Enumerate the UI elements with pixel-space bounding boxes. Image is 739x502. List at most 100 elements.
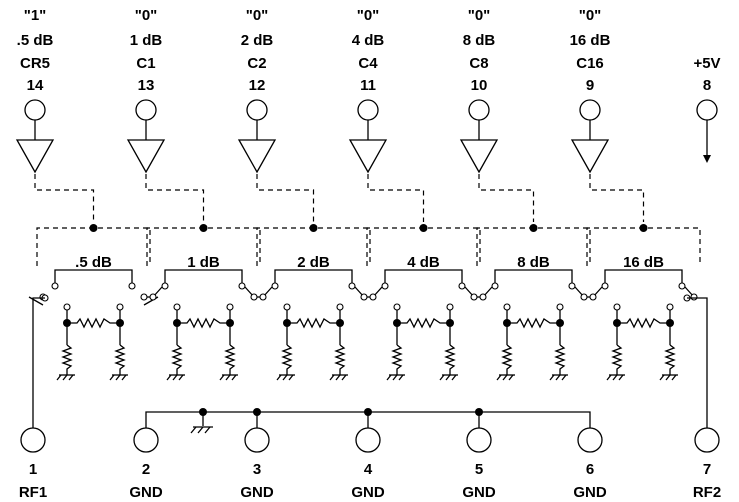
contact — [336, 303, 344, 311]
pin-name: RF2 — [693, 484, 721, 501]
stage-label: 1 dB — [187, 254, 220, 271]
control-path — [459, 99, 535, 222]
shunt-resistor — [554, 344, 566, 375]
attenuator-stage: 1 dB — [146, 224, 261, 381]
pin-number: 3 — [253, 461, 261, 478]
shunt-resistor — [664, 344, 676, 375]
contact — [503, 303, 511, 311]
attenuation-label: 16 dB — [570, 32, 611, 49]
shunt-resistor — [281, 344, 293, 375]
contact — [63, 303, 71, 311]
pin-circle — [694, 427, 720, 453]
contact — [666, 303, 674, 311]
rf-lines — [32, 297, 708, 428]
contact — [491, 282, 499, 290]
pin-circle — [579, 99, 601, 121]
ground-symbol-icon — [219, 374, 238, 381]
contact — [226, 303, 234, 311]
junction-dot — [199, 224, 208, 232]
contact — [161, 282, 169, 290]
stage-label: 8 dB — [517, 254, 550, 271]
supply-pin — [696, 99, 718, 163]
contact — [369, 293, 377, 301]
buffer-icon — [15, 139, 55, 174]
series-resistor — [397, 317, 450, 329]
rf2-wire — [687, 297, 708, 428]
pin-circle — [357, 99, 379, 121]
control-label-pin9: "0" 16 dB C16 9 — [570, 7, 611, 94]
contact — [601, 282, 609, 290]
control-lines — [15, 99, 645, 222]
attenuation-label: 4 dB — [352, 32, 385, 49]
pin-number: 5 — [475, 461, 483, 478]
state-label: "0" — [246, 7, 269, 24]
pin-number: 7 — [703, 461, 711, 478]
pin-1-rf1: 1 RF1 — [19, 427, 47, 501]
pin-number: 8 — [703, 77, 711, 94]
contact — [283, 303, 291, 311]
contact — [479, 293, 487, 301]
rf1-wire — [32, 297, 45, 428]
signal-label: C8 — [469, 55, 488, 72]
attenuator-stage: .5 dB — [28, 224, 159, 381]
attenuator-stage: 16 dB — [586, 224, 701, 381]
pin-circle — [577, 427, 603, 453]
stage-label: 16 dB — [623, 254, 664, 271]
contact — [393, 303, 401, 311]
ground-symbol-icon — [109, 374, 128, 381]
pin-number: 11 — [360, 77, 376, 94]
state-label: "0" — [357, 7, 380, 24]
contact — [173, 303, 181, 311]
control-label-pin13: "0" 1 dB C1 13 — [130, 7, 163, 94]
control-dashed-line — [367, 174, 425, 222]
contact — [116, 303, 124, 311]
signal-label: C1 — [136, 55, 155, 72]
pin-circle — [20, 427, 46, 453]
pin-circle — [133, 427, 159, 453]
pin-name: GND — [462, 484, 496, 501]
control-dashed-line — [589, 174, 645, 222]
control-label-pin12: "0" 2 dB C2 12 — [241, 7, 274, 94]
contact — [589, 293, 597, 301]
pin-number: 1 — [29, 461, 37, 478]
control-labels: "1" .5 dB CR5 14 "0" 1 dB C1 13 "0" 2 dB… — [17, 7, 721, 94]
pin-2-gnd: 2 GND — [129, 427, 163, 501]
through-path — [54, 269, 133, 283]
pin-number: 12 — [249, 77, 266, 94]
contact — [140, 293, 148, 301]
ground-symbol-icon — [439, 374, 458, 381]
series-resistor — [177, 317, 230, 329]
pin-name: GND — [240, 484, 274, 501]
junction-dot — [89, 224, 98, 232]
pin-number: 13 — [138, 77, 155, 94]
stage-label: .5 dB — [75, 254, 112, 271]
control-dashed-line — [478, 174, 535, 222]
pin-circle — [355, 427, 381, 453]
pin-number: 2 — [142, 461, 150, 478]
pin-number: 9 — [586, 77, 594, 94]
pin-number: 4 — [364, 461, 373, 478]
ground-symbol-icon — [549, 374, 568, 381]
pin-name: GND — [573, 484, 607, 501]
pin-circle — [468, 99, 490, 121]
shunt-resistor — [391, 344, 403, 375]
contact — [348, 282, 356, 290]
pin-5-gnd: 5 GND — [462, 427, 496, 501]
control-label-pin14: "1" .5 dB CR5 14 — [17, 7, 54, 94]
arrow-down-icon — [703, 155, 711, 163]
stage-label: 4 dB — [407, 254, 440, 271]
through-path — [274, 269, 353, 283]
ground-symbol-icon — [56, 374, 75, 381]
buffer-icon — [126, 139, 166, 174]
attenuator-stages: .5 dB 1 dB 2 dB 4 dB 8 dB 16 dB — [28, 224, 701, 381]
state-label: "0" — [579, 7, 602, 24]
ground-symbol-icon — [166, 374, 185, 381]
shunt-resistor — [334, 344, 346, 375]
junction-dot — [364, 408, 372, 416]
shunt-resistor — [224, 344, 236, 375]
contact — [556, 303, 564, 311]
state-label: "0" — [135, 7, 158, 24]
contact — [149, 293, 157, 301]
contact — [568, 282, 576, 290]
